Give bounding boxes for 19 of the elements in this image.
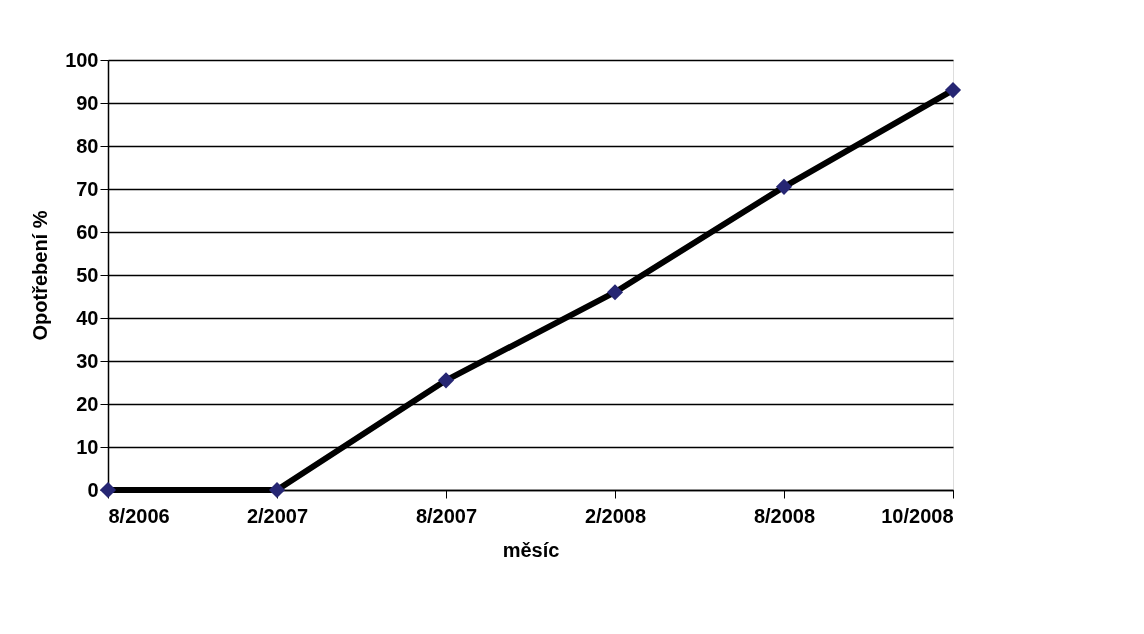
y-tick-label: 80 (76, 134, 99, 157)
y-axis-title: Opotřebení % (29, 210, 52, 341)
y-tick-label: 40 (76, 306, 99, 329)
x-tick-label: 2/2007 (246, 504, 309, 527)
y-tick-label: 70 (76, 177, 99, 200)
y-tick-label: 20 (76, 392, 99, 415)
y-tick-label: 60 (76, 220, 99, 243)
x-tick-label: 8/2007 (415, 504, 478, 527)
y-tick-label: 50 (76, 263, 99, 286)
x-axis-title: měsíc (502, 538, 560, 561)
y-tick-label: 90 (76, 91, 99, 114)
y-tick-label: 0 (87, 478, 99, 501)
y-tick-label: 30 (76, 349, 99, 372)
x-tick-label: 2/2008 (584, 504, 647, 527)
y-tick-label: 10 (76, 435, 99, 458)
x-tick-label: 8/2008 (753, 504, 816, 527)
x-tick-label: 10/2008 (881, 504, 954, 527)
y-tick-label: 100 (65, 48, 99, 71)
x-tick-label: 8/2006 (108, 504, 170, 527)
